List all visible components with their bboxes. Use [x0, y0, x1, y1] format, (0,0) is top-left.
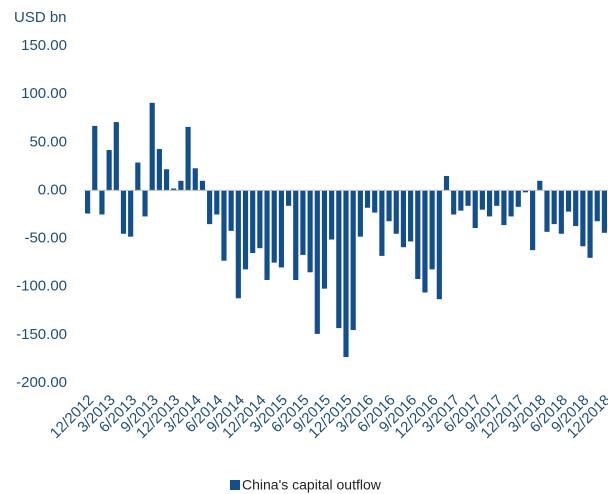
bar — [587, 190, 593, 258]
y-tick-label: 150.00 — [21, 37, 67, 54]
bar — [149, 102, 155, 191]
bar — [207, 190, 213, 225]
bar — [357, 190, 363, 237]
bar — [537, 180, 543, 191]
bar — [113, 122, 119, 191]
bar — [221, 190, 227, 261]
bar — [494, 190, 500, 206]
bar — [99, 190, 105, 215]
bar — [565, 190, 572, 212]
bar — [329, 190, 335, 240]
bar — [379, 190, 385, 256]
bar — [530, 190, 536, 251]
bar — [472, 190, 478, 228]
bar — [278, 190, 284, 268]
bar — [515, 190, 521, 207]
bar — [264, 190, 270, 280]
bar — [601, 190, 607, 233]
bar — [580, 190, 586, 247]
bar — [479, 190, 485, 210]
y-tick-label: 100.00 — [21, 85, 67, 102]
bar — [573, 190, 579, 227]
bar — [293, 190, 299, 280]
bar — [458, 190, 464, 211]
legend-label: China's capital outflow — [242, 477, 382, 493]
bar — [465, 190, 471, 206]
bar — [594, 190, 600, 222]
bar — [372, 190, 378, 213]
bar — [400, 190, 407, 248]
bar — [551, 190, 557, 225]
bar — [185, 126, 191, 191]
bar — [250, 190, 256, 254]
bar — [142, 190, 148, 217]
bar — [558, 190, 564, 234]
bar — [408, 190, 414, 242]
bar — [92, 125, 98, 191]
bar — [364, 190, 371, 208]
unit-label: USD bn — [14, 9, 67, 26]
y-tick-label: -100.00 — [16, 278, 67, 295]
bar — [228, 190, 234, 231]
bar — [508, 190, 514, 217]
bar — [214, 190, 220, 215]
bar — [544, 190, 550, 232]
y-tick-label: -50.00 — [24, 230, 67, 247]
bar — [235, 190, 241, 299]
bar — [443, 175, 450, 191]
bar — [271, 190, 277, 263]
bar — [285, 190, 292, 206]
bar — [135, 162, 141, 191]
bar — [386, 190, 392, 222]
y-tick-label: -200.00 — [16, 374, 67, 391]
bar — [343, 190, 349, 358]
bar — [242, 190, 249, 270]
bar — [106, 149, 112, 191]
bar — [178, 180, 184, 191]
bar — [415, 190, 421, 280]
bar — [350, 190, 356, 331]
bar — [486, 190, 493, 217]
bar — [436, 190, 442, 300]
bar — [199, 180, 206, 191]
y-tick-label: -150.00 — [16, 326, 67, 343]
bar — [336, 190, 342, 329]
bar — [393, 190, 399, 234]
y-tick-label: 0.00 — [38, 181, 67, 198]
bar — [85, 190, 91, 214]
bar — [522, 190, 529, 193]
bar — [300, 190, 306, 255]
bar — [451, 190, 457, 215]
bar — [128, 190, 134, 237]
bar — [314, 190, 320, 334]
bar — [156, 149, 162, 191]
bar — [321, 190, 328, 289]
y-tick-label: 50.00 — [29, 133, 67, 150]
legend-swatch — [230, 480, 240, 490]
bar — [501, 190, 507, 226]
bar — [422, 190, 428, 293]
bar — [163, 169, 170, 191]
bar — [171, 188, 177, 191]
bar — [192, 168, 198, 191]
bar — [429, 190, 435, 270]
bar — [120, 190, 127, 234]
bar — [307, 190, 313, 273]
bar — [257, 190, 263, 249]
